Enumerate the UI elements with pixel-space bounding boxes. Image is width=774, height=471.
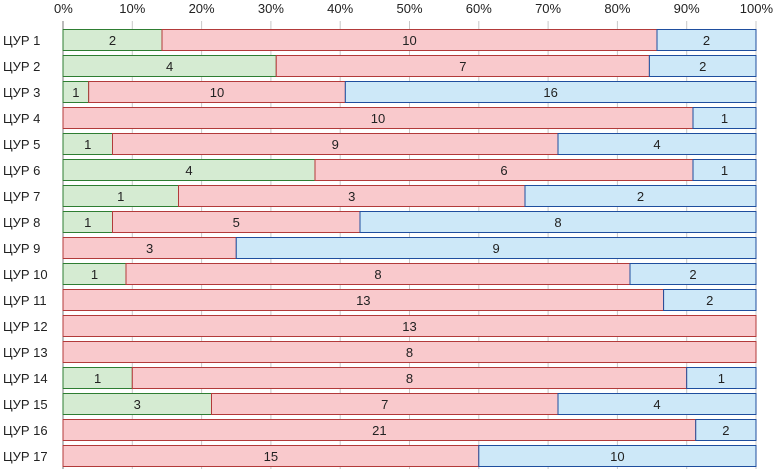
data-label: 1 xyxy=(718,371,725,386)
data-label: 9 xyxy=(332,137,339,152)
bar-segment xyxy=(686,367,757,389)
data-label: 4 xyxy=(185,163,192,178)
data-label: 3 xyxy=(146,241,153,256)
data-label: 9 xyxy=(493,241,500,256)
data-label: 10 xyxy=(210,85,224,100)
category-label: ЦУР 7 xyxy=(3,189,40,204)
bar-segment xyxy=(656,29,757,51)
data-label: 1 xyxy=(84,215,91,230)
data-label: 10 xyxy=(402,33,416,48)
data-label: 1 xyxy=(91,267,98,282)
x-tick-label: 70% xyxy=(535,1,561,16)
x-tick-label: 20% xyxy=(189,1,215,16)
data-label: 7 xyxy=(381,397,388,412)
bar-segment xyxy=(344,81,757,103)
bar-segment xyxy=(629,263,757,285)
data-label: 4 xyxy=(653,137,660,152)
bar-segment xyxy=(648,55,757,77)
bar-segment xyxy=(692,107,757,129)
data-label: 13 xyxy=(356,293,370,308)
data-label: 5 xyxy=(233,215,240,230)
bar-segment xyxy=(692,159,757,181)
category-label: ЦУР 8 xyxy=(3,215,40,230)
data-label: 2 xyxy=(699,59,706,74)
bar-segment xyxy=(663,289,757,311)
bar-segment xyxy=(62,315,757,337)
bar-segment xyxy=(557,393,757,415)
bar-segment xyxy=(62,341,757,363)
x-tick-label: 60% xyxy=(466,1,492,16)
category-label: ЦУР 11 xyxy=(3,293,47,308)
category-label: ЦУР 13 xyxy=(3,345,48,360)
category-label: ЦУР 16 xyxy=(3,423,48,438)
x-tick-label: 90% xyxy=(674,1,700,16)
x-tick-label: 50% xyxy=(396,1,422,16)
data-label: 2 xyxy=(706,293,713,308)
category-label: ЦУР 5 xyxy=(3,137,40,152)
data-label: 13 xyxy=(402,319,416,334)
category-label: ЦУР 6 xyxy=(3,163,40,178)
data-label: 8 xyxy=(374,267,381,282)
category-label: ЦУР 9 xyxy=(3,241,40,256)
category-label: ЦУР 3 xyxy=(3,85,40,100)
bar-segment xyxy=(524,185,757,207)
data-label: 6 xyxy=(500,163,507,178)
x-tick-label: 40% xyxy=(327,1,353,16)
data-label: 2 xyxy=(703,33,710,48)
data-label: 1 xyxy=(94,371,101,386)
bar-segment xyxy=(557,133,757,155)
category-label: ЦУР 2 xyxy=(3,59,40,74)
data-label: 1 xyxy=(721,163,728,178)
data-label: 1 xyxy=(721,111,728,126)
data-label: 3 xyxy=(348,189,355,204)
data-label: 8 xyxy=(406,371,413,386)
data-label: 2 xyxy=(109,33,116,48)
data-label: 2 xyxy=(637,189,644,204)
x-tick-label: 100% xyxy=(740,1,774,16)
data-label: 7 xyxy=(459,59,466,74)
bar-segment xyxy=(359,211,757,233)
category-label: ЦУР 1 xyxy=(3,33,40,48)
x-tick-label: 30% xyxy=(258,1,284,16)
data-label: 21 xyxy=(372,423,386,438)
category-label: ЦУР 12 xyxy=(3,319,48,334)
bar-segment xyxy=(235,237,757,259)
category-label: ЦУР 10 xyxy=(3,267,48,282)
data-label: 2 xyxy=(722,423,729,438)
category-label: ЦУР 17 xyxy=(3,449,48,464)
data-label: 1 xyxy=(72,85,79,100)
category-label: ЦУР 15 xyxy=(3,397,48,412)
category-label: ЦУР 4 xyxy=(3,111,40,126)
category-label: ЦУР 14 xyxy=(3,371,48,386)
data-label: 10 xyxy=(371,111,385,126)
data-label: 4 xyxy=(653,397,660,412)
data-label: 4 xyxy=(166,59,173,74)
bar-segment xyxy=(478,445,757,467)
data-label: 3 xyxy=(134,397,141,412)
data-label: 15 xyxy=(264,449,278,464)
data-label: 10 xyxy=(610,449,624,464)
bar-segment xyxy=(695,419,757,441)
x-tick-label: 80% xyxy=(604,1,630,16)
data-label: 16 xyxy=(543,85,557,100)
data-label: 8 xyxy=(406,345,413,360)
data-label: 1 xyxy=(117,189,124,204)
data-label: 8 xyxy=(554,215,561,230)
data-label: 1 xyxy=(84,137,91,152)
data-label: 2 xyxy=(689,267,696,282)
x-tick-label: 0% xyxy=(54,1,73,16)
x-tick-label: 10% xyxy=(119,1,145,16)
